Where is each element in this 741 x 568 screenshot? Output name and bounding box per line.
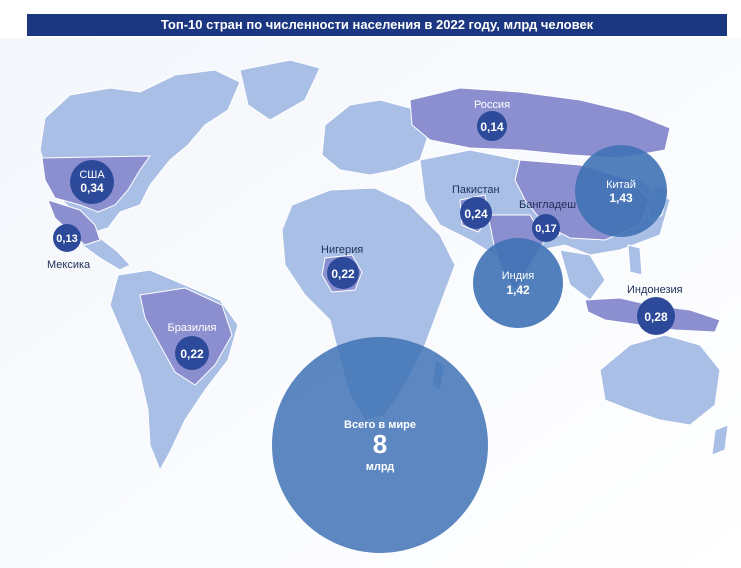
russia-value: 0,14 (480, 120, 504, 134)
china-name: Китай (606, 179, 636, 191)
nigeria-value: 0,22 (331, 267, 355, 281)
pakistan-name: Пакистан (452, 184, 500, 196)
world-unit: млрд (366, 461, 395, 473)
india-name: Индия (502, 270, 535, 282)
india-value: 1,42 (506, 283, 530, 297)
russia-bubble (477, 111, 507, 141)
pakistan-value: 0,24 (464, 207, 488, 221)
new-zealand (711, 424, 729, 456)
world-label: Всего в мире (344, 419, 416, 431)
world-value: 8 (373, 429, 387, 459)
indonesia-value: 0,28 (644, 310, 668, 324)
bangladesh-value: 0,17 (535, 223, 556, 235)
world-total-bubble (272, 337, 488, 553)
page-title: Топ-10 стран по численности населения в … (27, 14, 727, 36)
mexico-name: Мексика (47, 259, 91, 271)
nigeria-name: Нигерия (321, 244, 363, 256)
usa-bubble (70, 160, 114, 204)
southeast-asia (559, 249, 606, 301)
china-bubble (575, 145, 667, 237)
indonesia-bubble (637, 297, 675, 335)
mexico-shape (47, 199, 101, 246)
russia-name: Россия (474, 99, 510, 111)
usa-name: США (79, 169, 105, 181)
nigeria-bubble (327, 257, 359, 289)
pakistan-bubble (460, 197, 492, 229)
india-bubble (473, 238, 563, 328)
mexico-value: 0,13 (56, 233, 77, 245)
brazil-bubble (175, 336, 209, 370)
indonesia-name: Индонезия (627, 284, 683, 296)
greenland (239, 59, 321, 121)
world-map: США 0,34 0,13 Мексика Бразилия 0,22 Ниге… (0, 38, 741, 568)
mexico-bubble (53, 224, 81, 252)
brazil-name: Бразилия (167, 322, 216, 334)
philippines (627, 244, 643, 276)
population-bubbles (53, 111, 675, 553)
brazil-value: 0,22 (180, 347, 204, 361)
country-labels: США 0,34 0,13 Мексика Бразилия 0,22 Ниге… (47, 99, 683, 473)
brazil-shape (139, 287, 233, 386)
bangladesh-name: Бангладеш (519, 199, 576, 211)
bangladesh-bubble (532, 214, 560, 242)
usa-value: 0,34 (80, 181, 104, 195)
china-value: 1,43 (609, 191, 633, 205)
australia (599, 334, 721, 426)
